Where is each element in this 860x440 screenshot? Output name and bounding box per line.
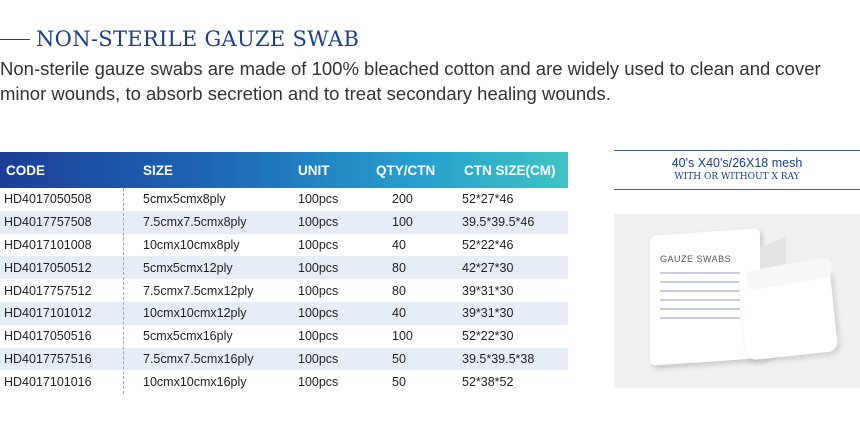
cell-code: HD4017757508 xyxy=(4,215,92,230)
title-rule xyxy=(0,38,30,40)
column-header-ctn-size: CTN SIZE(CM) xyxy=(464,162,556,178)
cell-unit: 100pcs xyxy=(298,351,339,366)
cell-qty: 80 xyxy=(392,260,406,275)
table-row: HD4017757512 7.5cmx7.5cmx12ply 100pcs 80… xyxy=(0,279,568,302)
cell-unit: 100pcs xyxy=(298,237,339,252)
xray-note: WITH OR WITHOUT X RAY xyxy=(674,172,800,182)
cell-code: HD4017757516 xyxy=(4,351,92,366)
column-divider xyxy=(123,188,124,394)
column-header-qty: QTY/CTN xyxy=(376,162,436,178)
table-row: HD4017101012 10cmx10cmx12ply 100pcs 40 3… xyxy=(0,301,568,325)
cell-unit: 100pcs xyxy=(298,306,339,321)
cell-ctn-size: 39*31*30 xyxy=(462,283,514,298)
mesh-spec-box: 40's X40's/26X18 mesh WITH OR WITHOUT X … xyxy=(614,150,860,190)
cell-code: HD4017757512 xyxy=(4,283,92,298)
table-row: HD4017050508 5cmx5cmx8ply 100pcs 200 52*… xyxy=(0,188,568,211)
cell-size: 5cmx5cmx12ply xyxy=(143,260,233,275)
table-body: HD4017050508 5cmx5cmx8ply 100pcs 200 52*… xyxy=(0,188,568,393)
cell-code: HD4017101008 xyxy=(4,237,92,252)
cell-code: HD4017050508 xyxy=(4,192,92,207)
cell-code: HD4017101012 xyxy=(4,306,92,321)
cell-qty: 100 xyxy=(392,329,413,344)
cell-ctn-size: 52*22*46 xyxy=(462,237,514,252)
cell-size: 7.5cmx7.5cmx12ply xyxy=(143,283,254,298)
table-row: HD4017101016 10cmx10cmx16ply 100pcs 50 5… xyxy=(0,370,568,393)
cell-qty: 50 xyxy=(392,351,406,366)
cell-qty: 40 xyxy=(392,306,406,321)
cell-unit: 100pcs xyxy=(298,192,339,207)
table-row: HD4017101008 10cmx10cmx8ply 100pcs 40 52… xyxy=(0,234,568,257)
column-header-code: CODE xyxy=(6,162,46,178)
cell-size: 5cmx5cmx16ply xyxy=(143,329,233,344)
cell-size: 5cmx5cmx8ply xyxy=(143,192,226,207)
cell-size: 10cmx10cmx12ply xyxy=(143,306,247,321)
page-title: NON-STERILE GAUZE SWAB xyxy=(36,27,360,51)
cell-unit: 100pcs xyxy=(298,283,339,298)
cell-qty: 100 xyxy=(392,215,413,230)
cell-ctn-size: 39.5*39.5*46 xyxy=(462,215,535,230)
cell-ctn-size: 52*27*46 xyxy=(462,192,514,207)
cell-unit: 100pcs xyxy=(298,260,339,275)
cell-size: 7.5cmx7.5cmx16ply xyxy=(143,351,254,366)
product-photo: GAUZE SWABS xyxy=(614,214,860,388)
cell-unit: 100pcs xyxy=(298,374,339,389)
cell-qty: 50 xyxy=(392,374,406,389)
table-row: HD4017757508 7.5cmx7.5cmx8ply 100pcs 100… xyxy=(0,210,568,234)
cell-ctn-size: 52*38*52 xyxy=(462,374,514,389)
cell-size: 10cmx10cmx16ply xyxy=(143,374,247,389)
table-row: HD4017050516 5cmx5cmx16ply 100pcs 100 52… xyxy=(0,325,568,348)
mesh-spec: 40's X40's/26X18 mesh xyxy=(671,156,803,170)
cell-unit: 100pcs xyxy=(298,329,339,344)
title-bar: NON-STERILE GAUZE SWAB xyxy=(0,26,359,52)
cell-size: 10cmx10cmx8ply xyxy=(143,237,240,252)
column-header-size: SIZE xyxy=(143,162,174,178)
cell-qty: 40 xyxy=(392,237,406,252)
package-print-lines xyxy=(660,272,740,326)
product-table: CODE SIZE UNIT QTY/CTN CTN SIZE(CM) HD40… xyxy=(0,152,568,394)
cell-code: HD4017050516 xyxy=(4,329,92,344)
cell-qty: 200 xyxy=(392,192,413,207)
cell-ctn-size: 42*27*30 xyxy=(462,260,514,275)
cell-ctn-size: 52*22*30 xyxy=(462,329,514,344)
table-row: HD4017050512 5cmx5cmx12ply 100pcs 80 42*… xyxy=(0,256,568,280)
cell-ctn-size: 39*31*30 xyxy=(462,306,514,321)
package-label: GAUZE SWABS xyxy=(660,254,732,264)
table-row: HD4017757516 7.5cmx7.5cmx16ply 100pcs 50… xyxy=(0,347,568,371)
cell-unit: 100pcs xyxy=(298,215,339,230)
cell-code: HD4017050512 xyxy=(4,260,92,275)
cell-size: 7.5cmx7.5cmx8ply xyxy=(143,215,247,230)
column-header-unit: UNIT xyxy=(298,162,330,178)
table-header: CODE SIZE UNIT QTY/CTN CTN SIZE(CM) xyxy=(0,152,568,188)
product-description: Non-sterile gauze swabs are made of 100%… xyxy=(0,58,821,104)
cell-qty: 80 xyxy=(392,283,406,298)
cell-code: HD4017101016 xyxy=(4,374,92,389)
cell-ctn-size: 39.5*39.5*38 xyxy=(462,351,535,366)
